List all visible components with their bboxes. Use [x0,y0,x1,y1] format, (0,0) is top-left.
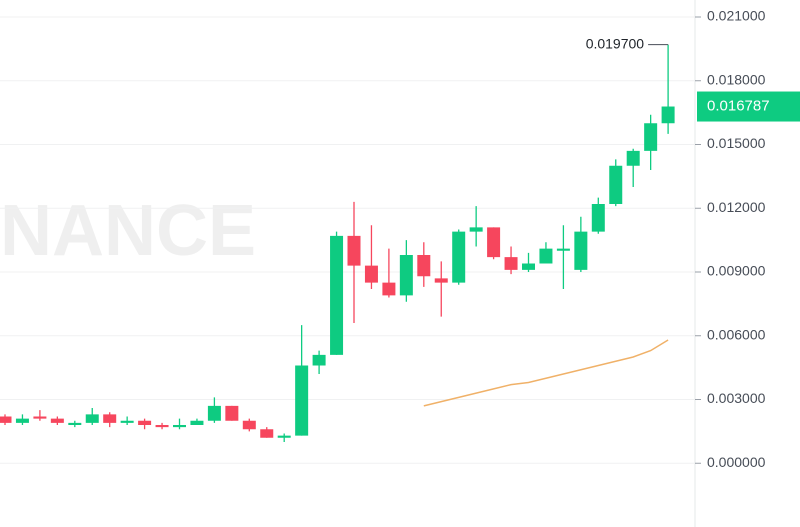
candle-body [452,231,466,283]
moving-average [423,339,669,407]
candle-body [190,420,204,425]
candle-body [469,227,483,232]
candle-body [138,420,152,425]
candle-body [0,416,12,423]
candle-body [609,165,623,204]
watermark: NANCE [0,191,256,271]
candle-body [207,405,221,421]
candle-body [295,365,309,436]
candle-body [103,414,117,423]
candle-body [417,255,431,277]
candle-body [644,123,658,151]
candle-body [539,248,553,264]
last-price-tag [697,91,800,122]
high-label: 0.019700 [586,35,645,51]
candle-body [120,420,134,423]
candle-body [522,263,535,270]
y-tick-label: 0.006000 [707,326,766,342]
candle-body [173,425,186,428]
candle-body [347,235,361,266]
candle-body [330,235,344,355]
candle-body [50,418,64,423]
candle-body [68,422,82,425]
candle-body [85,414,99,423]
candle-body [661,106,675,124]
y-tick-label: 0.000000 [707,454,766,470]
last-price-label: 0.016787 [707,97,770,114]
y-tick-label: 0.021000 [707,8,766,24]
candle-body [434,278,448,283]
candle-body [312,354,326,366]
y-tick-label: 0.003000 [707,390,766,406]
candle-body [399,255,413,296]
candle-body [277,435,291,438]
candle-body [591,204,605,232]
candle-body [574,231,588,270]
candle-body [364,265,378,283]
candle-body [155,425,169,428]
candle-body [504,257,518,270]
candle-body [33,416,47,419]
candle-body [556,248,570,251]
y-tick-label: 0.018000 [707,71,766,87]
y-tick-label: 0.009000 [707,263,766,279]
y-tick-label: 0.012000 [707,199,766,215]
candle-body [15,418,29,423]
candle-body [225,405,239,421]
candle-body [487,227,501,258]
y-tick-label: 0.015000 [707,135,766,151]
candle-body [260,429,274,438]
candle-body [626,150,640,166]
candle-body [382,282,396,296]
candle-body [242,420,256,430]
